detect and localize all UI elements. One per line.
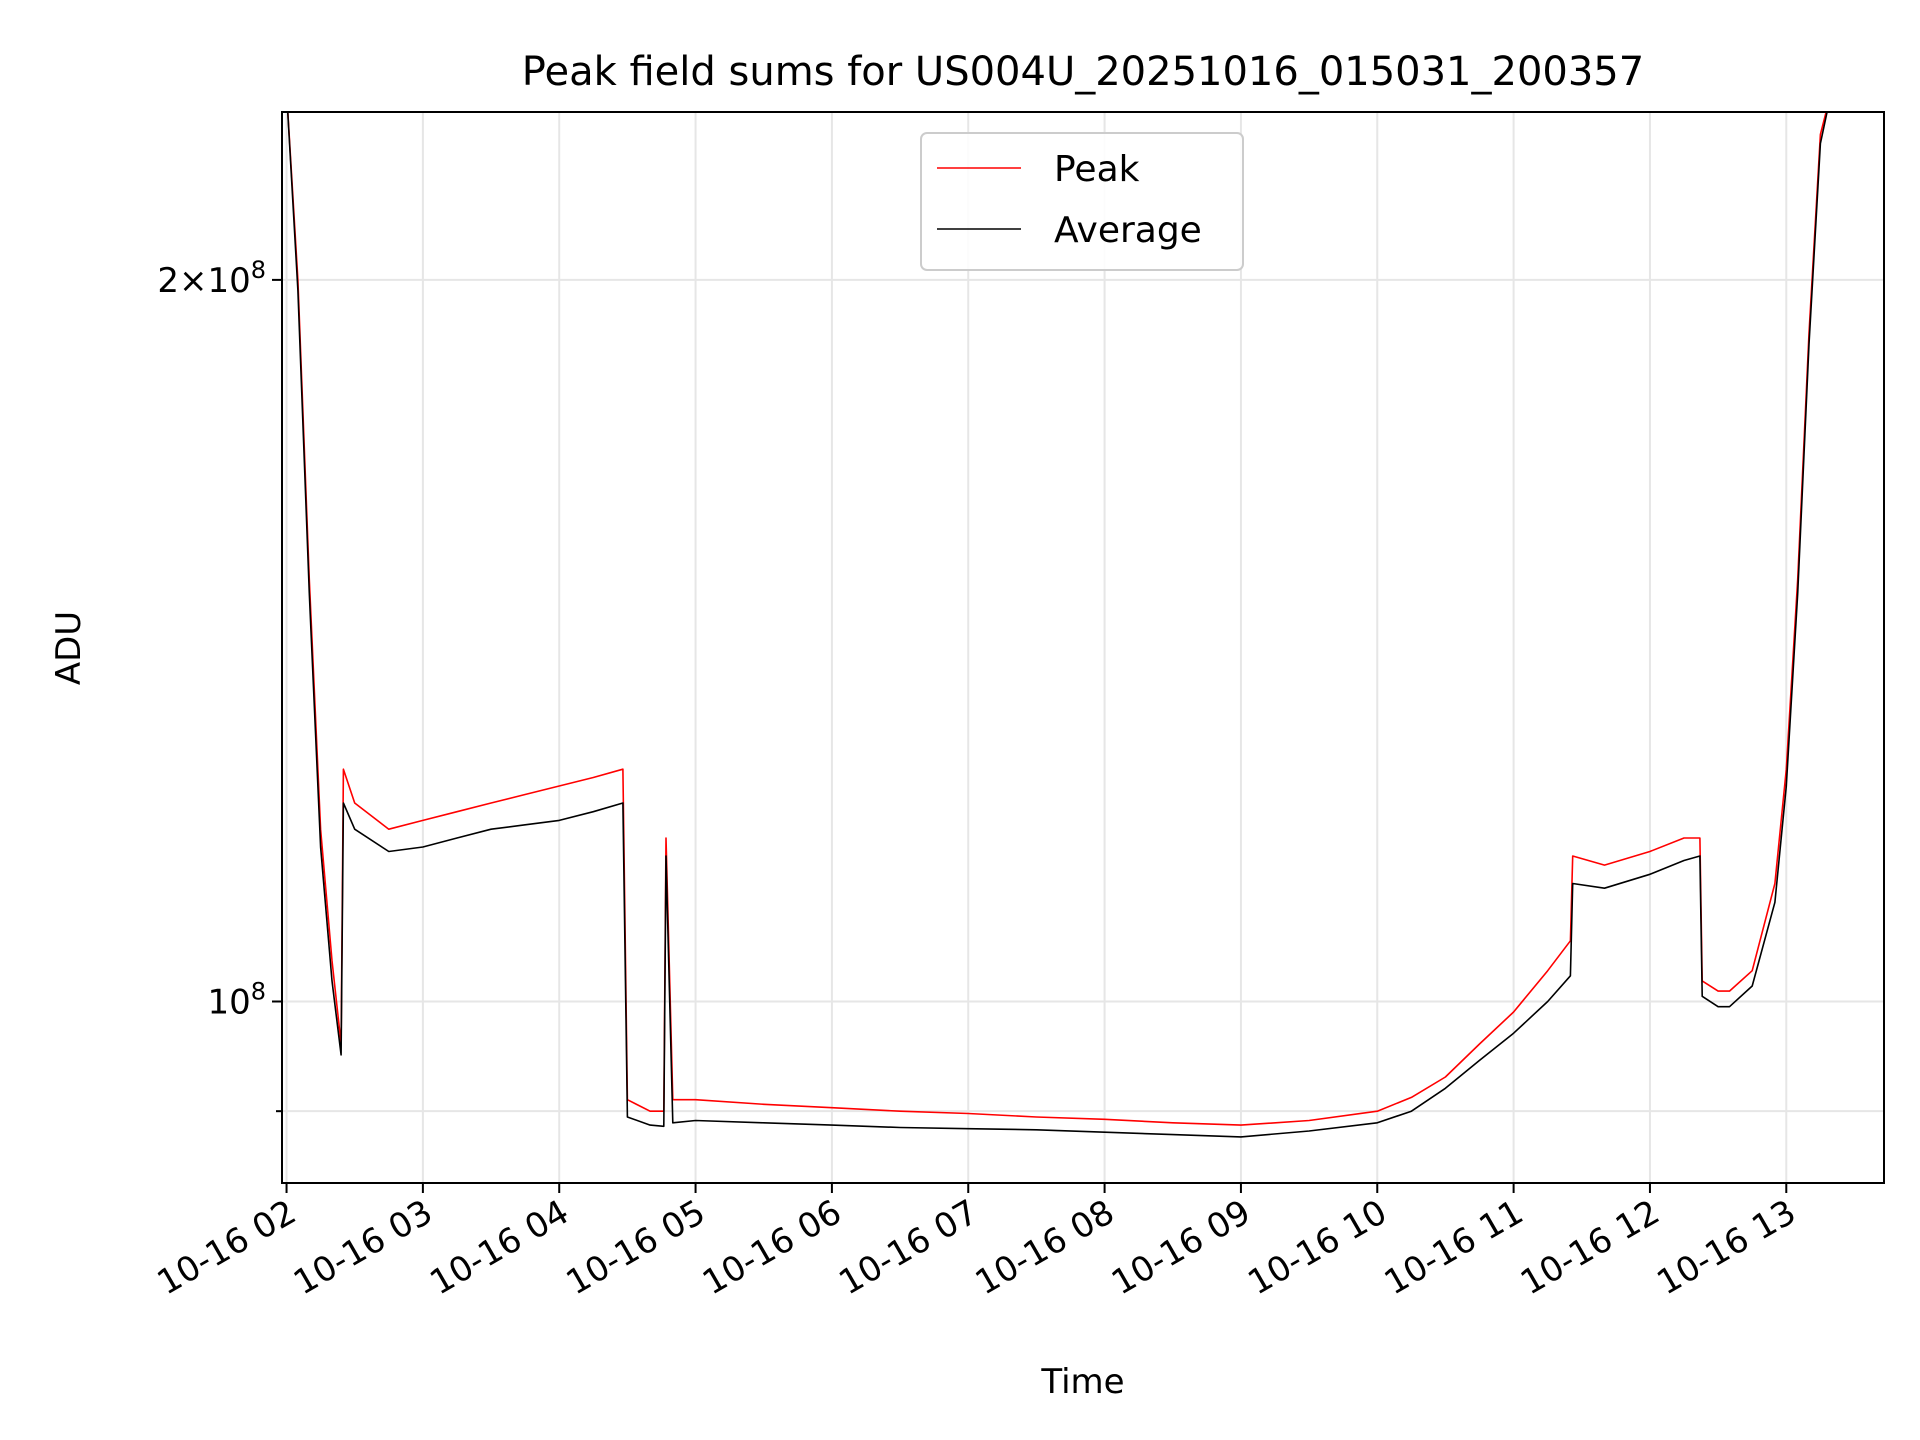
series-line-average <box>286 112 1828 1138</box>
y-tick-label: 2×108 <box>157 256 266 301</box>
series-line-peak <box>287 112 1827 1126</box>
legend-label-average: Average <box>1054 210 1202 251</box>
series-layer <box>286 112 1828 1138</box>
plot-area-background <box>282 112 1884 1183</box>
legend-label-peak: Peak <box>1054 149 1140 190</box>
legend: Peak Average <box>920 132 1244 271</box>
chart-title: Peak field sums for US004U_20251016_0150… <box>522 49 1644 95</box>
grid-layer <box>282 112 1884 1183</box>
x-axis-label: Time <box>1040 1362 1124 1402</box>
y-tick-label: 108 <box>207 977 266 1022</box>
plot-area-frame <box>281 111 1885 1184</box>
y-axis-label: ADU <box>49 611 89 685</box>
